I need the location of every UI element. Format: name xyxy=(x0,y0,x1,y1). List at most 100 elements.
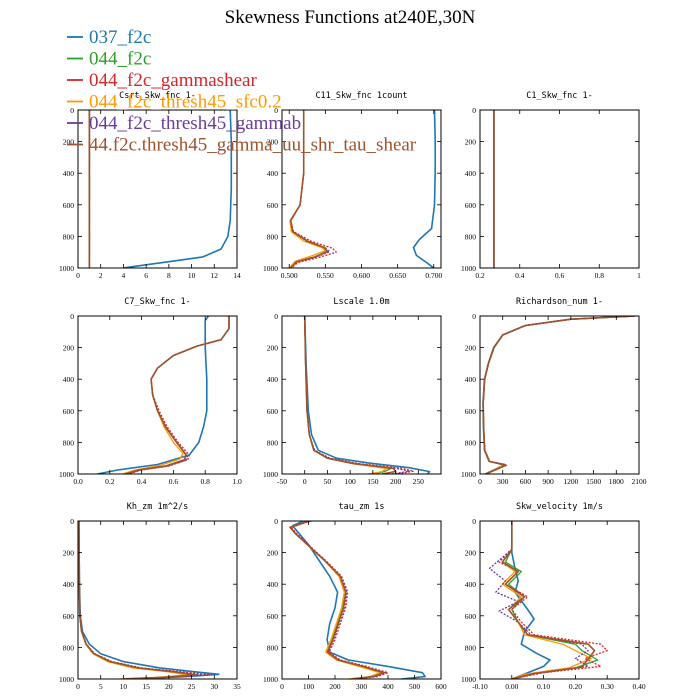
subplot-6: Richardson_num 1- 0 300 600 900 1200 1500 1800 2… xyxy=(461,297,647,486)
y-tick-label: 200 xyxy=(267,549,279,558)
series-group xyxy=(78,521,220,679)
x-tick-label: 0.4 xyxy=(515,271,525,280)
subplot-3: C1_Skw_fnc 1- 0.2 0.4 0.6 0.8 1 0 200 400 600 800 1… xyxy=(461,91,641,280)
x-tick-label: 0 xyxy=(76,682,80,691)
y-tick-label: 1000 xyxy=(59,470,74,479)
subplot-8: tau_zm 1s 0 100 200 300 400 500 600 0 200 400 600 80… xyxy=(263,502,447,691)
series-line-1 xyxy=(96,316,210,474)
y-tick-label: 800 xyxy=(465,438,477,447)
x-tick-label: 0.40 xyxy=(632,682,645,691)
x-tick-label: 200 xyxy=(329,682,341,691)
series-line-1 xyxy=(303,316,431,474)
x-tick-label: 4 xyxy=(122,271,126,280)
plot-frame xyxy=(77,315,238,475)
x-tick-label: 8 xyxy=(167,271,171,280)
series-line-6 xyxy=(482,316,636,474)
y-tick-label: 200 xyxy=(267,344,279,353)
y-tick-label: 400 xyxy=(63,169,75,178)
subplot-title: Kh_zm 1m^2/s xyxy=(127,502,188,512)
legend-item-2: 044_f2c xyxy=(67,49,151,70)
x-tick-label: 1.0 xyxy=(232,477,242,486)
x-tick-label: 0.00 xyxy=(505,682,518,691)
series-group xyxy=(288,110,436,268)
legend-item-4: 044_f2c_thresh45_sfc0.2 xyxy=(67,92,282,113)
subplot-title: Lscale 1.0m xyxy=(333,297,389,307)
series-line-6 xyxy=(289,521,385,679)
y-tick-label: 400 xyxy=(267,375,279,384)
x-tick-label: 12 xyxy=(211,271,219,280)
x-tick-label: 10 xyxy=(188,271,196,280)
y-tick-label: 600 xyxy=(465,407,477,416)
y-tick-label: 1000 xyxy=(461,264,476,273)
x-tick-label: 250 xyxy=(413,477,425,486)
x-tick-label: 0.550 xyxy=(317,271,334,280)
legend-item-1: 037_f2c xyxy=(67,27,151,48)
y-tick-label: 400 xyxy=(63,375,75,384)
x-tick-label: -0.10 xyxy=(472,682,488,691)
x-tick-label: 300 xyxy=(497,477,509,486)
series-group xyxy=(488,521,608,679)
y-tick-label: 1000 xyxy=(59,675,74,684)
y-tick-label: 400 xyxy=(465,375,477,384)
series-line-3 xyxy=(304,316,415,474)
y-tick-label: 400 xyxy=(465,169,477,178)
y-tick-label: 200 xyxy=(465,344,477,353)
legend-label: 44.f2c.thresh45_gamma_uu_shr_tau_shear xyxy=(89,135,417,156)
y-tick-label: 0 xyxy=(274,312,278,321)
y-tick-label: 0 xyxy=(274,106,278,115)
plot-frame xyxy=(479,109,640,269)
series-line-4 xyxy=(289,521,381,679)
y-tick-label: 200 xyxy=(63,138,75,147)
y-tick-label: 1000 xyxy=(263,264,278,273)
series-line-4 xyxy=(482,316,636,474)
series-group xyxy=(96,316,230,474)
x-tick-label: 100 xyxy=(345,477,357,486)
series-line-6 xyxy=(501,521,596,679)
y-tick-label: 600 xyxy=(267,612,279,621)
x-tick-label: 0.600 xyxy=(353,271,370,280)
y-tick-label: 1000 xyxy=(461,470,476,479)
y-tick-label: 600 xyxy=(63,612,75,621)
x-tick-label: 25 xyxy=(188,682,196,691)
series-line-6 xyxy=(303,316,397,474)
y-tick-label: 400 xyxy=(465,580,477,589)
subplot-2: C11_Skw_fnc 1count 0.500 0.550 0.600 0.650 0.… xyxy=(263,91,442,280)
x-tick-label: 600 xyxy=(435,682,447,691)
y-tick-label: 600 xyxy=(267,201,279,210)
x-tick-label: 0.2 xyxy=(105,477,115,486)
x-tick-label: 0.10 xyxy=(537,682,550,691)
series-line-4 xyxy=(304,316,388,474)
y-tick-label: 0 xyxy=(472,106,476,115)
legend-label: 037_f2c xyxy=(89,27,151,48)
subplot-5: Lscale 1.0m -50 0 50 100 150 200 250 0 200 400 600 8… xyxy=(263,297,442,486)
y-tick-label: 0 xyxy=(274,517,278,526)
y-tick-label: 800 xyxy=(63,438,75,447)
y-tick-label: 0 xyxy=(70,312,74,321)
legend-item-6: 44.f2c.thresh45_gamma_uu_shr_tau_shear xyxy=(67,135,417,156)
x-tick-label: 0.2 xyxy=(475,271,485,280)
series-line-1 xyxy=(291,521,426,679)
x-tick-label: 0.30 xyxy=(601,682,614,691)
y-tick-label: 0 xyxy=(70,106,74,115)
series-line-3 xyxy=(290,521,389,679)
legend-item-5: 044_f2c_thresh45_gammab xyxy=(67,113,301,134)
x-tick-label: 150 xyxy=(367,477,379,486)
series-line-1 xyxy=(482,316,636,474)
subplot-9: Skw_velocity 1m/s -0.10 0.00 0.10 0.20 0.30 0.… xyxy=(461,502,646,691)
y-tick-label: 800 xyxy=(267,232,279,241)
x-tick-label: 0.8 xyxy=(595,271,605,280)
y-tick-label: 0 xyxy=(472,517,476,526)
y-tick-label: 800 xyxy=(63,643,75,652)
x-tick-label: 300 xyxy=(356,682,368,691)
subplot-title: Skw_velocity 1m/s xyxy=(516,502,603,512)
y-tick-label: 200 xyxy=(267,138,279,147)
series-line-5 xyxy=(127,316,230,474)
x-tick-label: 0.500 xyxy=(281,271,298,280)
x-tick-label: 0.650 xyxy=(389,271,406,280)
x-tick-label: 0.20 xyxy=(569,682,582,691)
y-tick-label: 400 xyxy=(63,580,75,589)
x-tick-label: 1200 xyxy=(563,477,578,486)
series-line-1 xyxy=(78,521,220,679)
x-tick-label: 200 xyxy=(390,477,402,486)
